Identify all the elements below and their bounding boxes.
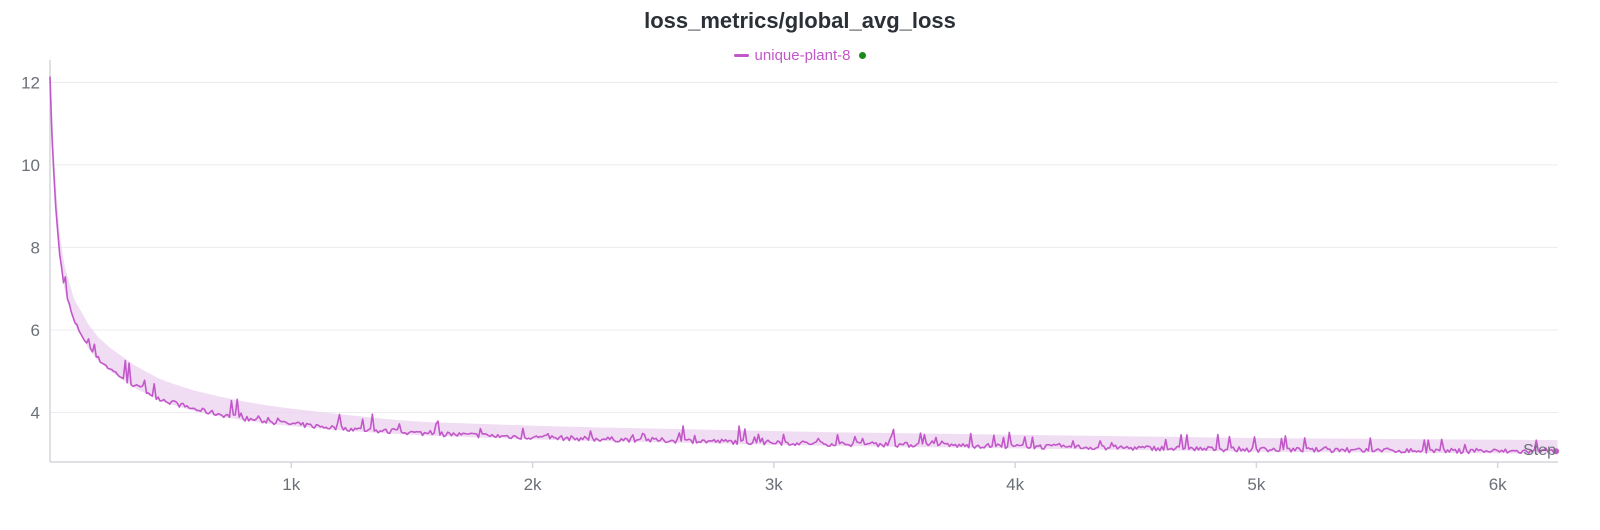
smoothing-band <box>50 51 1558 454</box>
series-end-point <box>1553 448 1559 455</box>
y-tick-label: 10 <box>21 156 40 175</box>
series-lines <box>49 76 1559 455</box>
legend-swatch <box>733 54 749 57</box>
x-tick-label: 5k <box>1247 475 1265 494</box>
y-tick-label: 4 <box>31 403 40 422</box>
legend-series-name[interactable]: unique-plant-8 <box>754 47 851 64</box>
series-line-unique-plant-8[interactable] <box>49 76 1558 455</box>
x-tick-label: 2k <box>524 475 542 494</box>
y-tick-label: 8 <box>31 238 40 257</box>
y-tick-label: 12 <box>21 73 40 92</box>
x-tick-label: 3k <box>765 475 783 494</box>
x-tick-label: 4k <box>1006 475 1024 494</box>
gridlines <box>50 81 1558 413</box>
smoothing-band-area <box>50 51 1558 454</box>
x-axis-label: Step <box>1523 442 1556 459</box>
y-tick-label: 6 <box>31 321 40 340</box>
run-status-dot <box>859 52 867 59</box>
legend: unique-plant-8 <box>0 44 1600 64</box>
tick-labels: 4 6 8 10 12 1k 2k 3k 4k 5k 6k <box>21 73 1507 494</box>
x-tick-label: 1k <box>282 475 300 494</box>
chart-title: loss_metrics/global_avg_loss <box>644 8 956 33</box>
axes <box>49 60 1558 468</box>
x-tick-label: 6k <box>1489 475 1507 494</box>
